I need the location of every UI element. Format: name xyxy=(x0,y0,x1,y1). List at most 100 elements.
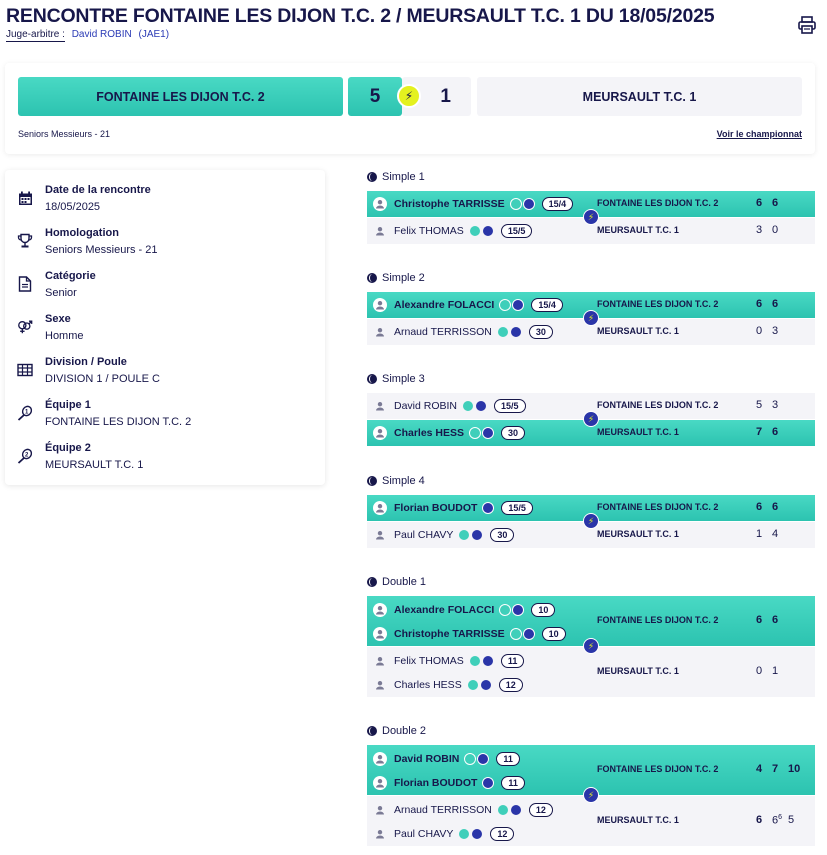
racket-2-icon: 2 xyxy=(17,447,33,465)
category-label: Seniors Messieurs - 21 xyxy=(18,129,111,139)
info-label: Catégorie xyxy=(45,270,96,282)
club-badge-icon xyxy=(482,777,495,789)
match-title-text: Double 1 xyxy=(382,576,427,588)
team-name: FONTAINE LES DIJON T.C. 2 xyxy=(597,299,719,309)
avatar-icon xyxy=(373,298,387,312)
match-title: Simple 3 xyxy=(367,373,425,385)
document-icon xyxy=(17,275,33,293)
player-name[interactable]: Felix THOMAS xyxy=(394,655,464,667)
player-row[interactable]: Arnaud TERRISSON 12 xyxy=(367,798,597,822)
info-label: Homologation xyxy=(45,227,119,239)
set-score: 7 xyxy=(756,426,763,438)
set-score: 6 xyxy=(772,501,779,513)
player-row[interactable]: Paul CHAVY 12 xyxy=(367,822,597,846)
player-row[interactable]: Felix THOMAS 15/5 xyxy=(367,219,597,243)
tennis-ball-icon xyxy=(499,604,512,616)
set-score: 6 xyxy=(756,298,763,310)
club-badge-icon xyxy=(477,753,490,765)
club-badge-icon xyxy=(481,225,494,237)
avatar-icon xyxy=(373,627,387,641)
tennis-ball-icon xyxy=(466,679,479,691)
championship-link[interactable]: Voir le championnat xyxy=(716,129,802,139)
player-name[interactable]: Paul CHAVY xyxy=(394,529,454,541)
set-score: 5 xyxy=(756,399,763,411)
info-label: Équipe 1 xyxy=(45,399,91,411)
player-name[interactable]: Florian BOUDOT xyxy=(394,777,478,789)
set-score: 6 xyxy=(772,426,779,438)
player-row[interactable]: Alexandre FOLACCI 15/4 xyxy=(367,293,597,317)
player-name[interactable]: Christophe TARRISSE xyxy=(394,628,505,640)
player-row[interactable]: Florian BOUDOT 11 xyxy=(367,771,597,795)
match-title-text: Simple 4 xyxy=(382,475,425,487)
team-name: MEURSAULT T.C. 1 xyxy=(597,815,679,825)
judge-name-link[interactable]: David ROBIN xyxy=(71,29,132,40)
info-value: 18/05/2025 xyxy=(45,201,101,213)
team1-button[interactable]: FONTAINE LES DIJON T.C. 2 xyxy=(18,77,343,116)
avatar-icon xyxy=(373,197,387,211)
ranking-badge: 30 xyxy=(501,426,526,440)
player-name[interactable]: Arnaud TERRISSON xyxy=(394,326,492,338)
svg-text:1: 1 xyxy=(25,410,29,416)
player-name[interactable]: Christophe TARRISSE xyxy=(394,198,505,210)
away-team-side: Felix THOMAS 11 Charles HESS 12 MEURSAULT T.… xyxy=(367,647,815,697)
grid-icon xyxy=(17,361,33,379)
printer-icon[interactable] xyxy=(797,15,817,35)
scoreboard-card: FONTAINE LES DIJON T.C. 2 5 ⚡ 1 MEURSAUL… xyxy=(5,63,815,154)
player-row[interactable]: David ROBIN 15/5 xyxy=(367,394,597,418)
team-name: FONTAINE LES DIJON T.C. 2 xyxy=(597,400,719,410)
gender-icon xyxy=(17,318,33,336)
player-name[interactable]: David ROBIN xyxy=(394,400,458,412)
tennis-ball-icon xyxy=(509,628,522,640)
lightning-bolt-icon: ⚡ xyxy=(583,209,599,225)
player-row[interactable]: Charles HESS 30 xyxy=(367,421,597,445)
info-label: Date de la rencontre xyxy=(45,184,151,196)
info-value: Seniors Messieurs - 21 xyxy=(45,244,158,256)
player-row[interactable]: Paul CHAVY 30 xyxy=(367,523,597,547)
team-name: FONTAINE LES DIJON T.C. 2 xyxy=(597,764,719,774)
player-row[interactable]: Christophe TARRISSE 15/4 xyxy=(367,192,597,216)
player-row[interactable]: Arnaud TERRISSON 30 xyxy=(367,320,597,344)
avatar-icon xyxy=(373,426,387,440)
player-row[interactable]: Alexandre FOLACCI 10 xyxy=(367,598,597,622)
ranking-badge: 15/5 xyxy=(501,501,533,515)
player-row[interactable]: David ROBIN 11 xyxy=(367,747,597,771)
ranking-badge: 15/4 xyxy=(531,298,563,312)
player-row[interactable]: Florian BOUDOT 15/5 xyxy=(367,496,597,520)
lightning-bolt-icon: ⚡ xyxy=(583,638,599,654)
set-scores: 6 66 5 xyxy=(756,814,804,827)
player-row[interactable]: Christophe TARRISSE 10 xyxy=(367,622,597,646)
player-name[interactable]: Alexandre FOLACCI xyxy=(394,299,495,311)
player-row[interactable]: Charles HESS 12 xyxy=(367,673,597,697)
player-name[interactable]: Florian BOUDOT xyxy=(394,502,478,514)
match-title: Double 2 xyxy=(367,725,426,737)
player-name[interactable]: David ROBIN xyxy=(394,753,460,765)
player-name[interactable]: Arnaud TERRISSON xyxy=(394,804,492,816)
player-name[interactable]: Paul CHAVY xyxy=(394,828,454,840)
player-name[interactable]: Charles HESS xyxy=(394,427,465,439)
tennis-ball-icon xyxy=(367,577,377,587)
player-row[interactable]: Felix THOMAS 11 xyxy=(367,649,597,673)
set-score: 0 xyxy=(756,325,763,337)
avatar-icon xyxy=(373,654,387,668)
team2-button[interactable]: MEURSAULT T.C. 1 xyxy=(477,77,802,116)
match-title-text: Double 2 xyxy=(382,725,427,737)
info-row: Homologation Seniors Messieurs - 21 xyxy=(5,227,325,267)
match-title: Simple 1 xyxy=(367,171,425,183)
set-score: 6 xyxy=(772,197,779,209)
judge-label: Juge-arbitre : xyxy=(6,29,65,42)
player-name[interactable]: Charles HESS xyxy=(394,679,462,691)
info-row: 2 Équipe 2 MEURSAULT T.C. 1 xyxy=(5,442,325,482)
club-badge-icon xyxy=(471,529,484,541)
set-score: 6 xyxy=(756,614,763,626)
player-name[interactable]: Alexandre FOLACCI xyxy=(394,604,495,616)
info-row: Catégorie Senior xyxy=(5,270,325,310)
info-value: FONTAINE LES DIJON T.C. 2 xyxy=(45,416,192,428)
avatar-icon xyxy=(373,752,387,766)
player-name[interactable]: Felix THOMAS xyxy=(394,225,464,237)
info-row: 1 Équipe 1 FONTAINE LES DIJON T.C. 2 xyxy=(5,399,325,439)
team-name: MEURSAULT T.C. 1 xyxy=(597,666,679,676)
